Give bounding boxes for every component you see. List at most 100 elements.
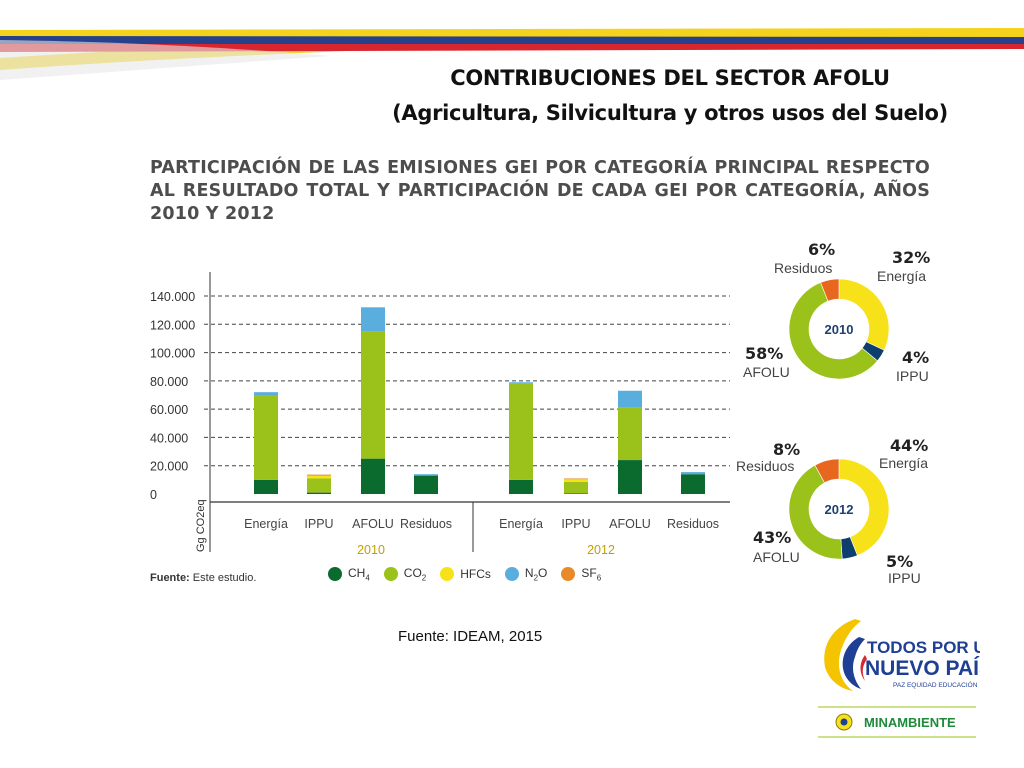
top-stripes-decoration — [0, 28, 1024, 80]
y-tick-label: 120.000 — [150, 318, 195, 332]
legend-label: N2O — [524, 566, 548, 583]
y-tick-label: 100.000 — [150, 347, 195, 361]
donut-2010-residuos-label: Residuos — [774, 260, 833, 276]
bar-segment-n2o — [564, 478, 588, 480]
x-category-label: IPPU — [304, 517, 333, 531]
group-label: 2012 — [587, 543, 615, 557]
chart-source-value: Este estudio. — [192, 572, 257, 584]
y-tick-label: 40.000 — [150, 431, 188, 445]
donut-2010-residuos-pct: 6% — [808, 240, 836, 259]
bar-segment-ch4 — [509, 479, 533, 494]
x-category-label: AFOLU — [609, 517, 651, 531]
bar-segment-n2o — [618, 390, 642, 408]
bar-segment-ch4 — [414, 475, 438, 494]
x-category-label: AFOLU — [352, 517, 394, 531]
donut-slice-residuos — [820, 278, 840, 302]
donut-2010-ippu-pct: 4% — [902, 348, 930, 367]
legend-item-co2: CO2 — [383, 566, 427, 583]
donut-slice-energia — [838, 278, 890, 351]
donut-2010-ippu-label: IPPU — [896, 368, 929, 384]
legend-label: SF6 — [581, 566, 602, 583]
logo-slogan-line2: NUEVO PAÍS — [865, 657, 980, 680]
legend-label: CO2 — [403, 566, 427, 583]
x-category-label: IPPU — [561, 517, 590, 531]
bar-segment-co2 — [618, 407, 642, 461]
bar-segment-n2o — [414, 474, 438, 476]
x-category-label: Energía — [244, 517, 288, 531]
chart-heading: PARTICIPACIÓN DE LAS EMISIONES GEI POR C… — [150, 158, 930, 224]
bar-segment-n2o — [509, 382, 533, 384]
bar-segment-ch4 — [254, 479, 278, 494]
chart-source-label: Fuente: — [150, 572, 190, 584]
donut-2010-energia-label: Energía — [877, 268, 927, 284]
slide-title: CONTRIBUCIONES DEL SECTOR AFOLU — [450, 66, 890, 90]
donut-2010-afolu-label: AFOLU — [743, 364, 790, 380]
legend-swatch — [383, 567, 398, 582]
bar-segment-co2 — [564, 481, 588, 494]
bar-segment-ch4 — [564, 493, 588, 494]
y-tick-label: 140.000 — [150, 290, 195, 304]
donut-slice-energia — [838, 458, 890, 556]
bar-segment-n2o — [254, 392, 278, 395]
donut-2012-residuos-label: Residuos — [736, 458, 795, 474]
donut-2012-residuos-pct: 8% — [773, 440, 801, 459]
legend-swatch — [440, 567, 455, 582]
donut-2012-ippu-label: IPPU — [888, 570, 921, 586]
donut-center-label: 2010 — [825, 322, 854, 337]
donut-2012-afolu-pct: 43% — [753, 528, 792, 547]
donut-2012-ippu-pct: 5% — [886, 552, 914, 571]
chart-legend: CH4 CO2 HFCs N2O SF6 — [328, 566, 601, 582]
x-category-label: Residuos — [667, 517, 719, 531]
legend-label: HFCs — [460, 567, 491, 582]
group-label: 2010 — [357, 543, 385, 557]
y-tick-label: 20.000 — [150, 460, 188, 474]
bar-segment-ch4 — [361, 458, 385, 494]
donut-2010-afolu-pct: 58% — [745, 344, 784, 363]
donut-slice-afolu — [788, 464, 843, 560]
bar-segment-sf6 — [307, 474, 331, 476]
logo-slogan-sub: PAZ EQUIDAD EDUCACIÓN — [893, 680, 978, 689]
minambiente-logo: MINAMBIENTE — [818, 706, 976, 738]
donut-2012-energia-label: Energía — [879, 455, 929, 471]
y-tick-label: 80.000 — [150, 375, 188, 389]
bar-segment-ch4 — [618, 460, 642, 494]
legend-label: CH4 — [348, 566, 370, 583]
y-tick-label: 60.000 — [150, 403, 188, 417]
todos-por-un-nuevo-pais-logo: TODOS POR UN NUEVO PAÍS PAZ EQUIDAD EDUC… — [824, 619, 980, 691]
slide-subtitle: (Agricultura, Silvicultura y otros usos … — [392, 101, 948, 125]
bar-segment-ch4 — [681, 474, 705, 494]
donut-2012-energia-pct: 44% — [890, 436, 929, 455]
y-tick-label: 0 — [150, 488, 157, 502]
bar-segment-n2o — [307, 474, 331, 476]
donut-center-label: 2012 — [825, 502, 854, 517]
chart-source-note: Fuente: Este estudio. — [150, 572, 256, 584]
bar-segment-n2o — [361, 307, 385, 332]
legend-item-hfcs: HFCs — [440, 567, 491, 582]
bar-segment-hfcs — [564, 479, 588, 482]
legend-swatch — [328, 567, 342, 582]
x-category-label: Energía — [499, 517, 543, 531]
donut-chart-2010: 2010 — [788, 278, 890, 380]
legend-swatch — [561, 567, 576, 582]
legend-item-sf6: SF6 — [561, 566, 601, 582]
donut-2012-afolu-label: AFOLU — [753, 549, 800, 565]
donut-slice-afolu — [788, 282, 878, 380]
donut-chart-2012: 2012 — [788, 458, 890, 560]
legend-item-ch4: CH4 — [328, 566, 370, 582]
footer-source: Fuente: IDEAM, 2015 — [398, 628, 543, 645]
bar-segment-co2 — [307, 478, 331, 493]
bar-segment-ch4 — [307, 492, 331, 494]
legend-swatch — [504, 567, 519, 582]
donut-slice-residuos — [814, 458, 840, 484]
bar-segment-n2o — [681, 472, 705, 475]
ministry-name: MINAMBIENTE — [864, 715, 956, 730]
x-category-label: Residuos — [400, 517, 452, 531]
bar-segment-hfcs — [307, 475, 331, 479]
logo-slogan-line1: TODOS POR UN — [867, 638, 980, 657]
bar-segment-co2 — [361, 331, 385, 459]
bar-segment-co2 — [254, 395, 278, 480]
stacked-bar-chart: 0 20.000 40.000 60.000 80.000 100.000 120.000 1… — [150, 272, 730, 557]
bar-segment-co2 — [509, 383, 533, 480]
y-axis-label: Gg CO2eq — [195, 499, 207, 552]
legend-item-n2o: N2O — [504, 566, 548, 583]
